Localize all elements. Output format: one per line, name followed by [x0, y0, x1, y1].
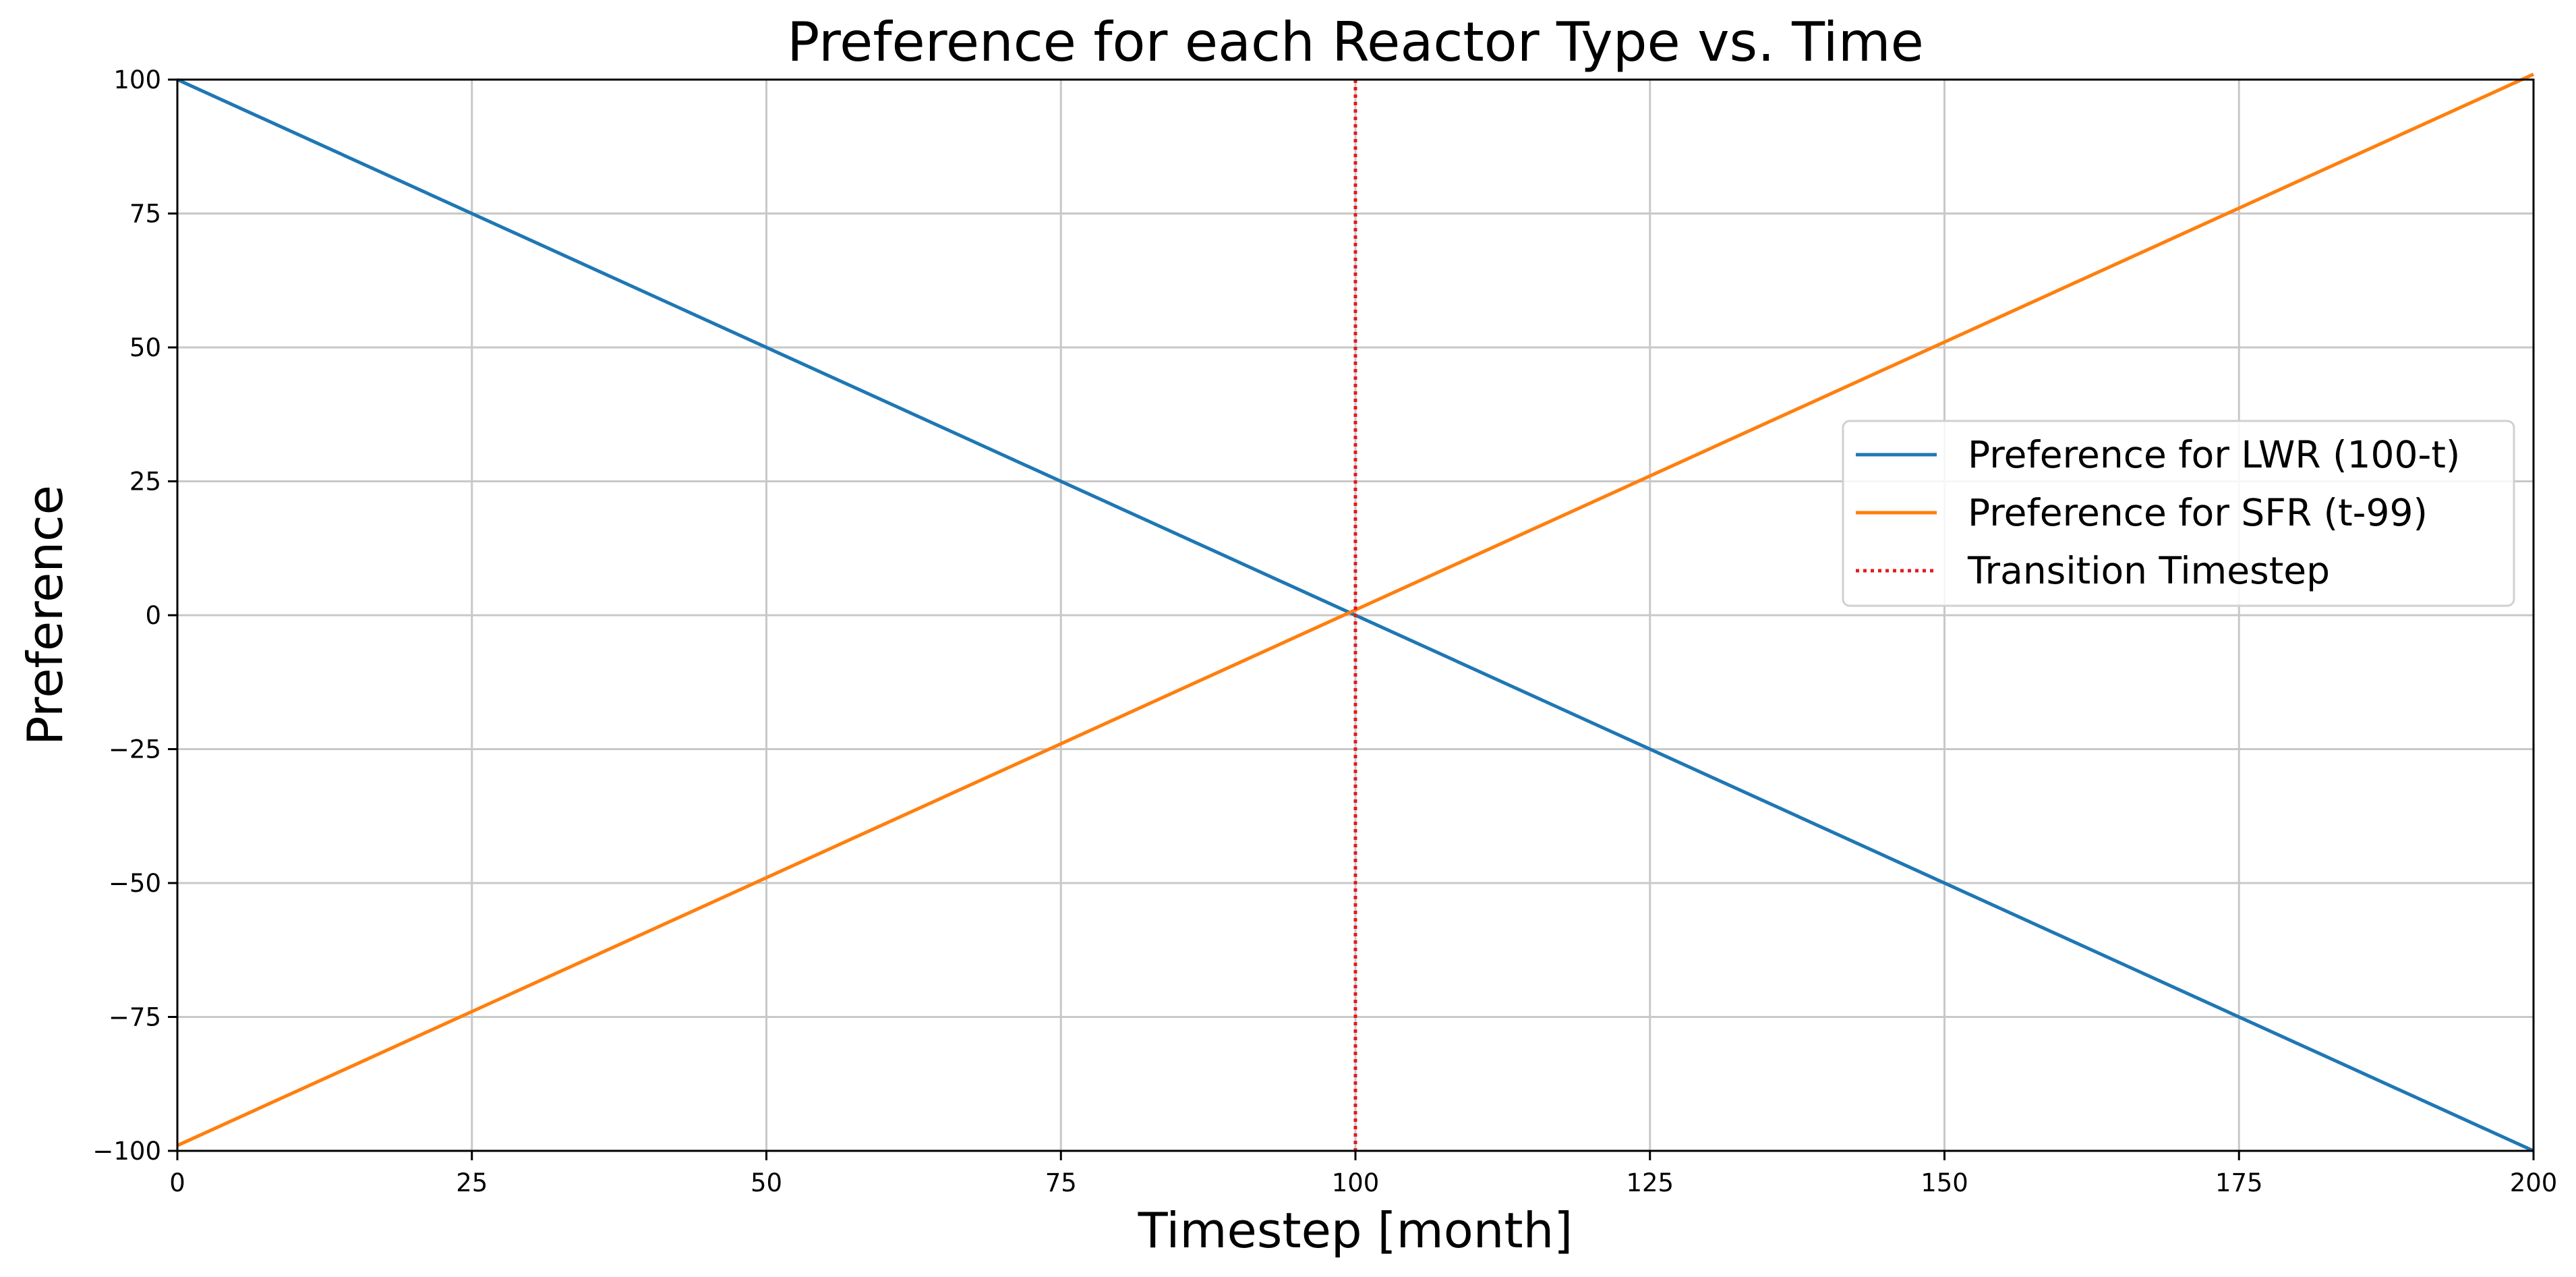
series-line-sfr	[176, 72, 2535, 1147]
y-tick-label: 25	[129, 467, 161, 496]
legend-box	[1842, 420, 2515, 607]
y-tick-label: 75	[129, 200, 161, 229]
tick-layer: 0 25 50 75 100 125 150 175 200 −100 −75 −50 −25 0 25 50…	[92, 65, 2557, 1197]
legend-label-transition: Transition Timestep	[1967, 549, 2330, 592]
x-tick-label: 175	[2215, 1168, 2263, 1197]
x-tick-label: 150	[1921, 1168, 1968, 1197]
y-tick-label: −50	[109, 869, 161, 898]
y-tick-label: −25	[109, 735, 161, 764]
x-tick-label: 0	[169, 1168, 185, 1197]
series-layer	[176, 72, 2535, 1153]
y-axis-label: Preference	[17, 485, 74, 745]
y-tick-label: 100	[113, 65, 161, 94]
x-tick-label: 25	[456, 1168, 488, 1197]
y-tick-label: 0	[145, 601, 161, 630]
x-tick-label: 50	[751, 1168, 782, 1197]
chart-title: Preference for each Reactor Type vs. Tim…	[787, 11, 1924, 74]
legend-label-lwr: Preference for LWR (100-t)	[1968, 433, 2460, 476]
y-tick-label: −100	[92, 1137, 161, 1166]
legend-label-sfr: Preference for SFR (t-99)	[1968, 491, 2428, 534]
x-tick-label: 200	[2510, 1168, 2558, 1197]
y-tick-label: −75	[109, 1003, 161, 1032]
x-tick-label: 125	[1626, 1168, 1674, 1197]
y-tick-label: 50	[129, 333, 161, 362]
x-tick-label: 75	[1045, 1168, 1077, 1197]
legend: Preference for LWR (100-t) Preference for…	[1842, 420, 2515, 607]
x-axis-label: Timestep [month]	[1138, 1202, 1573, 1259]
x-tick-label: 100	[1332, 1168, 1380, 1197]
